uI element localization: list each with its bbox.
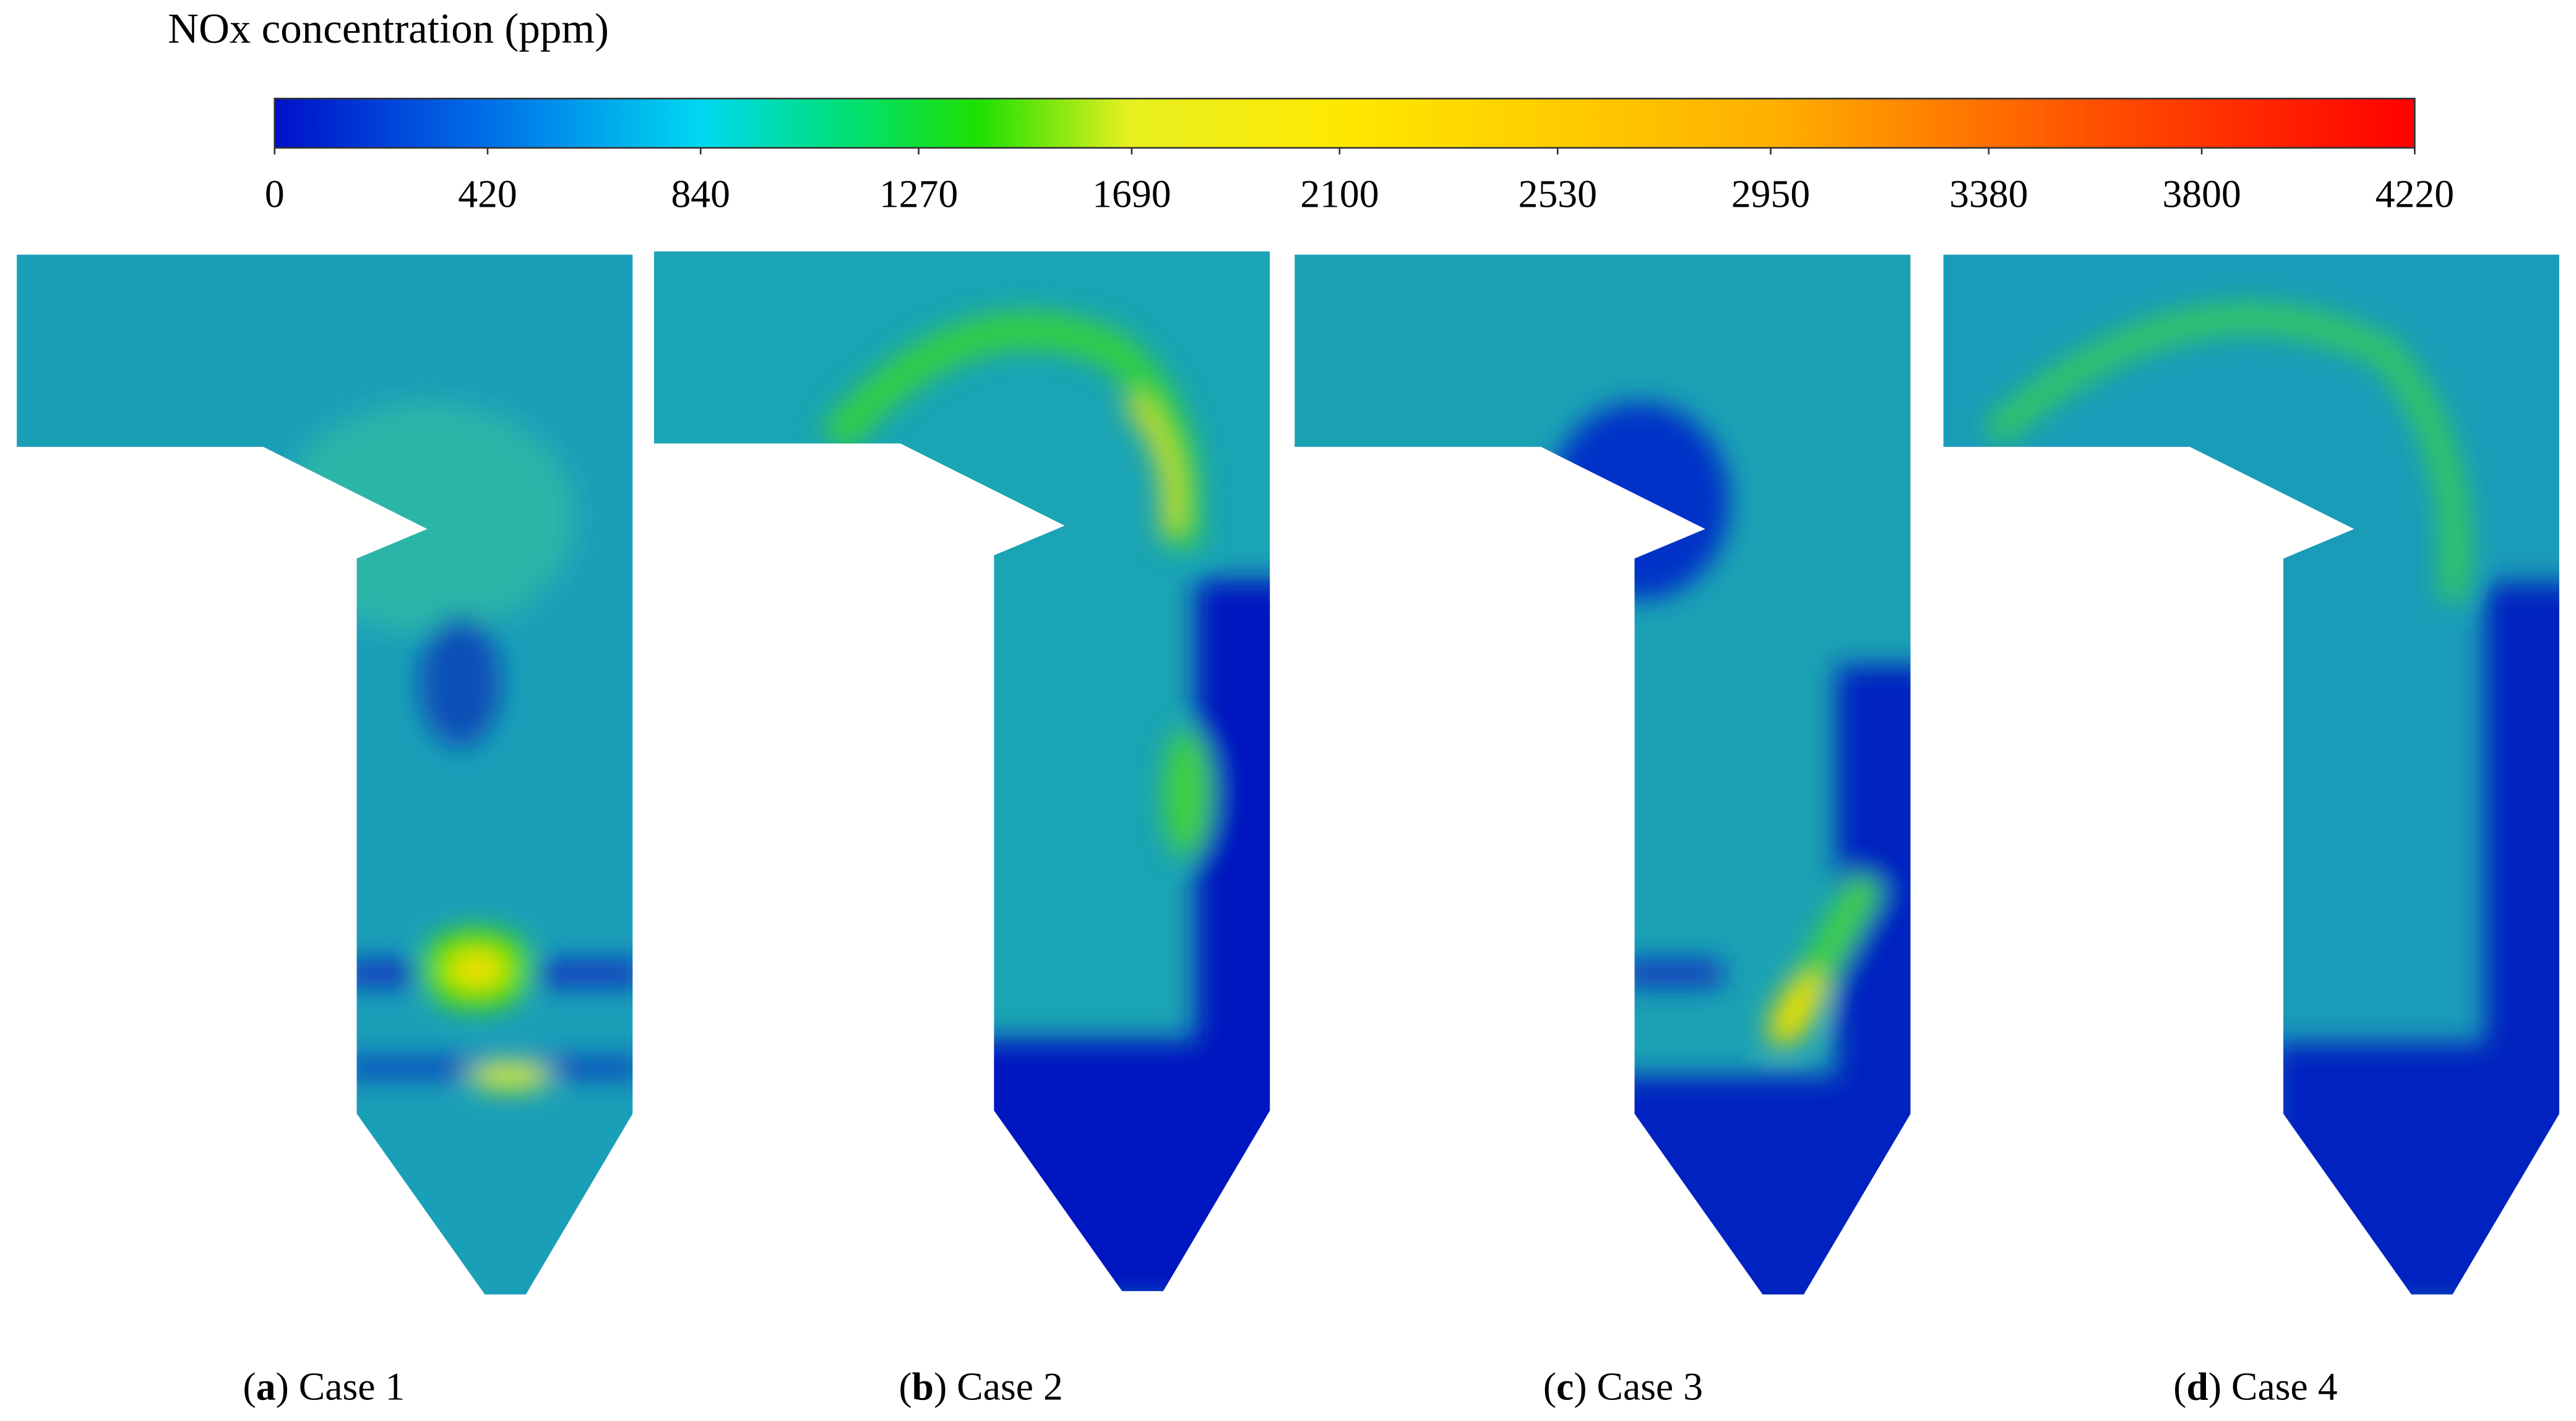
colorbar (274, 97, 2416, 149)
caption-part: ( (243, 1364, 256, 1408)
contour (1294, 254, 1911, 1295)
caption-part: a (256, 1364, 276, 1408)
caption-part: ( (1543, 1364, 1556, 1408)
tick-label: 0 (265, 171, 285, 215)
panel-caption: (b) Case 2 (898, 1364, 1062, 1408)
panel-d (1943, 254, 2559, 1295)
tick-label: 420 (458, 171, 517, 215)
tick-label: 3800 (2162, 171, 2241, 215)
caption-part: ( (898, 1364, 911, 1408)
panel-c (1294, 254, 1911, 1295)
tick-label: 3380 (1949, 171, 2028, 215)
contour (1943, 254, 2559, 1295)
caption-part: ( (2173, 1364, 2186, 1408)
tick-label: 4220 (2376, 171, 2454, 215)
caption-part: ) Case 3 (1574, 1364, 1703, 1408)
tick-label: 1690 (1092, 171, 1171, 215)
panel-caption: (d) Case 4 (2173, 1364, 2337, 1408)
tick-label: 2950 (1731, 171, 1810, 215)
tick-label: 2530 (1518, 171, 1597, 215)
caption-part: ) Case 1 (276, 1364, 405, 1408)
caption-part: b (912, 1364, 934, 1408)
panel-caption: (c) Case 3 (1543, 1364, 1703, 1408)
tick-label: 2100 (1300, 171, 1379, 215)
panel-caption: (a) Case 1 (243, 1364, 405, 1408)
contour (17, 254, 633, 1295)
captions: (a) Case 1 (b) Case 2 (c) Case 3 (d) Case 4 (243, 1364, 2338, 1408)
panel-a (17, 254, 633, 1295)
caption-part: c (1556, 1364, 1574, 1408)
tick-label: 1270 (879, 171, 958, 215)
colorbar-title: NOx concentration (ppm) (168, 5, 609, 52)
caption-part: ) Case 2 (934, 1364, 1063, 1408)
colorbar-ticks: 0 420 840 1270 1690 2100 2530 2950 3380 3800 4220 (265, 147, 2454, 215)
tick-label: 840 (671, 171, 730, 215)
panel-b (653, 251, 1270, 1292)
caption-part: d (2186, 1364, 2208, 1408)
contour (653, 251, 1270, 1292)
caption-part: ) Case 4 (2208, 1364, 2338, 1408)
